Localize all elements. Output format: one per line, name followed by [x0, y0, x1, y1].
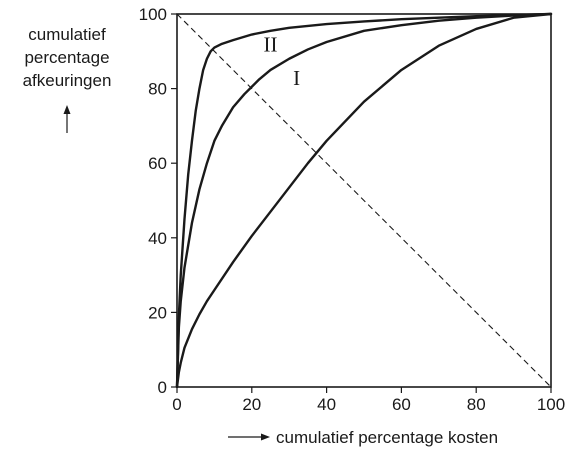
x-tick-label: 0	[172, 395, 181, 414]
curve-labels: III	[264, 32, 301, 90]
y-tick-label: 100	[139, 5, 167, 24]
plot-frame	[176, 13, 552, 388]
x-tick-label: 100	[537, 395, 565, 414]
x-tick-label: 60	[392, 395, 411, 414]
y-axis-title-line-2: percentage	[24, 48, 109, 67]
x-tick-label: 20	[242, 395, 261, 414]
series-line-I	[175, 12, 553, 389]
y-tick-label: 0	[158, 378, 167, 397]
x-tick-label: 40	[317, 395, 336, 414]
x-axis-arrow-icon	[228, 433, 270, 441]
diagonal-reference-line	[176, 13, 552, 388]
x-axis-title: cumulatief percentage kosten	[276, 428, 498, 447]
y-axis-title-line-1: cumulatief	[28, 25, 106, 44]
series-group	[175, 12, 553, 389]
y-tick-label: 20	[148, 303, 167, 322]
curve-label-II: II	[264, 32, 278, 56]
y-axis-ticks: 0 20 40 60 80 100	[139, 5, 177, 397]
y-axis-title-line-3: afkeuringen	[23, 71, 112, 90]
y-axis-arrow-icon	[63, 105, 71, 133]
curve-label-I: I	[293, 66, 300, 90]
series-line-II	[175, 12, 553, 389]
y-tick-label: 40	[148, 229, 167, 248]
y-tick-label: 60	[148, 154, 167, 173]
series-line-unlabeled	[175, 12, 553, 389]
x-tick-label: 80	[467, 395, 486, 414]
x-axis-ticks: 0 20 40 60 80 100	[172, 387, 565, 414]
y-tick-label: 80	[148, 80, 167, 99]
